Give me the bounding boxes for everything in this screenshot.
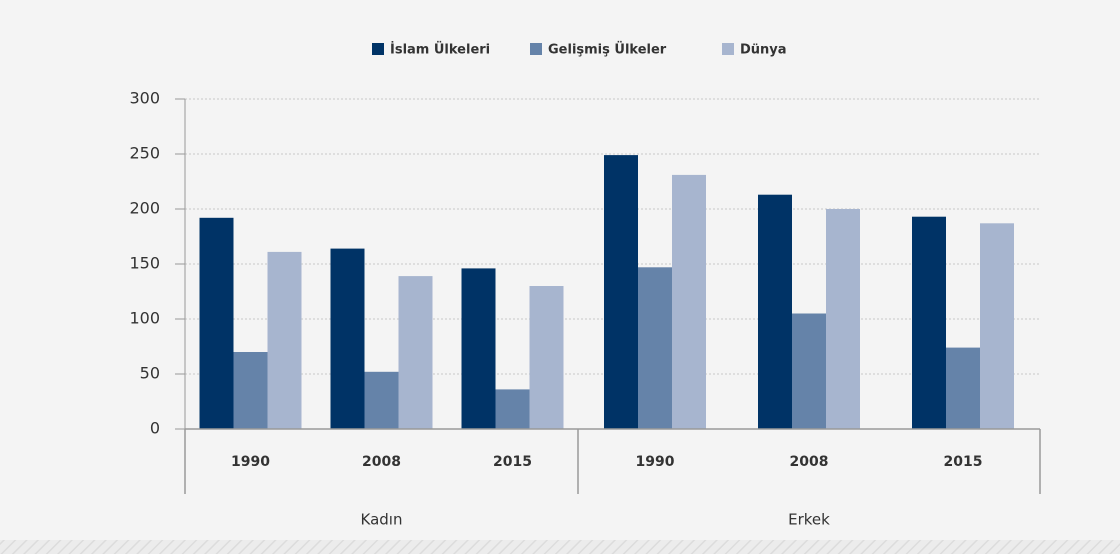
x-tick-label: 1990 xyxy=(636,454,675,470)
bar xyxy=(233,352,268,429)
bar xyxy=(330,248,365,429)
bar xyxy=(946,347,980,429)
bar xyxy=(792,313,826,429)
y-tick-label: 200 xyxy=(129,199,160,218)
bar xyxy=(398,276,433,429)
bar xyxy=(758,194,792,429)
y-tick-label: 100 xyxy=(129,309,160,328)
group-label: Kadın xyxy=(361,511,403,529)
x-tick-label: 2008 xyxy=(790,454,829,470)
x-tick-label: 2008 xyxy=(362,454,401,470)
x-tick-label: 2015 xyxy=(944,454,983,470)
bar xyxy=(364,371,399,429)
bar xyxy=(495,389,530,429)
group-label: Erkek xyxy=(788,511,830,529)
bar xyxy=(529,286,564,429)
bar xyxy=(604,155,638,429)
y-tick-label: 50 xyxy=(140,364,160,383)
bar xyxy=(461,268,496,429)
legend-label: Gelişmiş Ülkeler xyxy=(548,42,667,58)
bar xyxy=(826,209,860,429)
bar xyxy=(912,216,946,429)
y-tick-label: 0 xyxy=(150,419,160,438)
x-tick-label: 1990 xyxy=(231,454,270,470)
x-tick-label: 2015 xyxy=(493,454,532,470)
legend-swatch xyxy=(530,43,542,55)
y-tick-label: 150 xyxy=(129,254,160,273)
legend-swatch xyxy=(722,43,734,55)
legend-swatch xyxy=(372,43,384,55)
bar xyxy=(980,223,1014,429)
legend-label: Dünya xyxy=(740,43,787,58)
hatch-strip xyxy=(0,540,1120,554)
y-tick-label: 250 xyxy=(129,144,160,163)
y-tick-label: 300 xyxy=(129,89,160,108)
legend-label: İslam Ülkeleri xyxy=(390,42,490,58)
bar xyxy=(672,174,706,429)
bar xyxy=(199,217,234,429)
bar xyxy=(267,251,302,429)
bar xyxy=(638,267,672,429)
